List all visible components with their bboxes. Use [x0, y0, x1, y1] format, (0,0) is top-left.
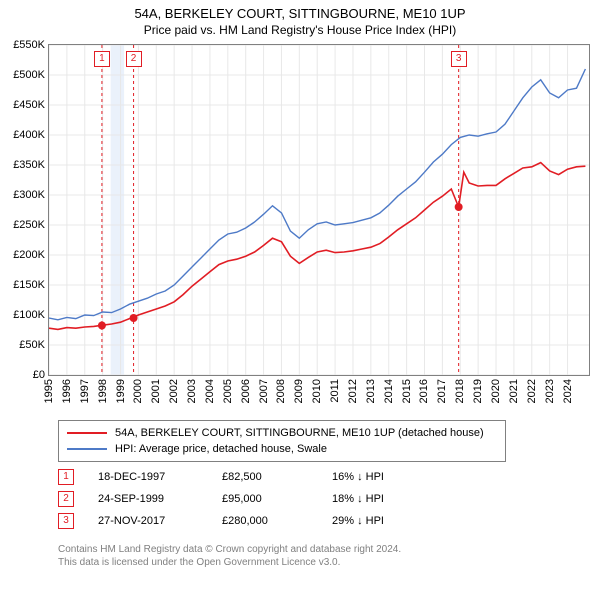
marker-date: 18-DEC-1997 — [98, 471, 222, 483]
x-axis-tick-label: 2013 — [365, 379, 377, 403]
x-axis-tick-label: 2019 — [472, 379, 484, 403]
x-axis-tick-label: 2000 — [132, 379, 144, 403]
x-axis-tick-label: 2018 — [454, 379, 466, 403]
sale-point-marker — [98, 322, 106, 330]
x-axis-tick-label: 2011 — [329, 379, 341, 403]
chart-title: 54A, BERKELEY COURT, SITTINGBOURNE, ME10… — [0, 6, 600, 21]
marker-date: 24-SEP-1999 — [98, 493, 222, 505]
marker-price: £82,500 — [222, 471, 332, 483]
x-axis-tick-label: 1997 — [79, 379, 91, 403]
marker-pct: 29% ↓ HPI — [332, 515, 384, 527]
marker-date: 27-NOV-2017 — [98, 515, 222, 527]
marker-number-box: 3 — [58, 513, 74, 529]
x-axis-tick-label: 1996 — [61, 379, 73, 403]
y-axis-tick-label: £500K — [13, 69, 45, 81]
marker-number-box: 1 — [58, 469, 74, 485]
marker-pct: 16% ↓ HPI — [332, 471, 384, 483]
marker-table-row: 1 18-DEC-1997£82,50016% ↓ HPI — [58, 466, 384, 488]
y-axis-tick-label: £100K — [13, 309, 45, 321]
x-axis-tick-label: 2024 — [562, 379, 574, 403]
x-axis-tick-label: 2017 — [436, 379, 448, 403]
marker-pct: 18% ↓ HPI — [332, 493, 384, 505]
x-axis-tick-label: 1999 — [115, 379, 127, 403]
y-axis-tick-label: £150K — [13, 279, 45, 291]
footer-line-1: Contains HM Land Registry data © Crown c… — [58, 544, 401, 557]
marker-number-box: 2 — [58, 491, 74, 507]
x-axis-tick-label: 2001 — [150, 379, 162, 403]
x-axis-tick-label: 1998 — [97, 379, 109, 403]
legend-label: HPI: Average price, detached house, Swal… — [115, 443, 327, 455]
y-axis-tick-label: £350K — [13, 159, 45, 171]
x-axis-tick-label: 2015 — [401, 379, 413, 403]
y-axis-tick-label: £450K — [13, 99, 45, 111]
legend-label: 54A, BERKELEY COURT, SITTINGBOURNE, ME10… — [115, 427, 484, 439]
x-axis-tick-label: 2003 — [186, 379, 198, 403]
sale-point-marker — [130, 314, 138, 322]
y-axis-tick-label: £250K — [13, 219, 45, 231]
x-axis-tick-label: 2008 — [275, 379, 287, 403]
y-axis-tick-label: £400K — [13, 129, 45, 141]
marker-table-row: 3 27-NOV-2017£280,00029% ↓ HPI — [58, 510, 384, 532]
y-axis-tick-label: £300K — [13, 189, 45, 201]
x-axis-tick-label: 2007 — [258, 379, 270, 403]
chart-footer: Contains HM Land Registry data © Crown c… — [58, 544, 401, 569]
y-axis-tick-label: £50K — [19, 339, 45, 351]
x-axis-tick-label: 2010 — [311, 379, 323, 403]
marker-price: £280,000 — [222, 515, 332, 527]
x-axis-tick-label: 1995 — [43, 379, 55, 403]
y-axis-tick-label: £200K — [13, 249, 45, 261]
marker-table-row: 2 24-SEP-1999£95,00018% ↓ HPI — [58, 488, 384, 510]
footer-line-2: This data is licensed under the Open Gov… — [58, 557, 401, 570]
marker-label-box: 3 — [451, 51, 467, 67]
legend-swatch — [67, 448, 107, 450]
x-axis-tick-label: 2004 — [204, 379, 216, 403]
x-axis-tick-label: 2006 — [240, 379, 252, 403]
legend-row: HPI: Average price, detached house, Swal… — [67, 441, 497, 457]
y-axis-tick-label: £550K — [13, 39, 45, 51]
x-axis-tick-label: 2005 — [222, 379, 234, 403]
chart-subtitle: Price paid vs. HM Land Registry's House … — [0, 23, 600, 37]
x-axis-tick-label: 2023 — [544, 379, 556, 403]
x-axis-tick-label: 2012 — [347, 379, 359, 403]
legend-row: 54A, BERKELEY COURT, SITTINGBOURNE, ME10… — [67, 425, 497, 441]
marker-price: £95,000 — [222, 493, 332, 505]
marker-table: 1 18-DEC-1997£82,50016% ↓ HPI 2 24-SEP-1999… — [58, 466, 384, 532]
x-axis-tick-label: 2014 — [383, 379, 395, 403]
chart-plot-area: £0£50K£100K£150K£200K£250K£300K£350K£400… — [48, 44, 590, 376]
x-axis-tick-label: 2002 — [168, 379, 180, 403]
marker-label-box: 2 — [126, 51, 142, 67]
marker-label-box: 1 — [94, 51, 110, 67]
sale-point-marker — [455, 203, 463, 211]
x-axis-tick-label: 2009 — [293, 379, 305, 403]
chart-legend: 54A, BERKELEY COURT, SITTINGBOURNE, ME10… — [58, 420, 506, 462]
legend-swatch — [67, 432, 107, 434]
x-axis-tick-label: 2020 — [490, 379, 502, 403]
x-axis-tick-label: 2021 — [508, 379, 520, 403]
x-axis-tick-label: 2016 — [418, 379, 430, 403]
x-axis-tick-label: 2022 — [526, 379, 538, 403]
